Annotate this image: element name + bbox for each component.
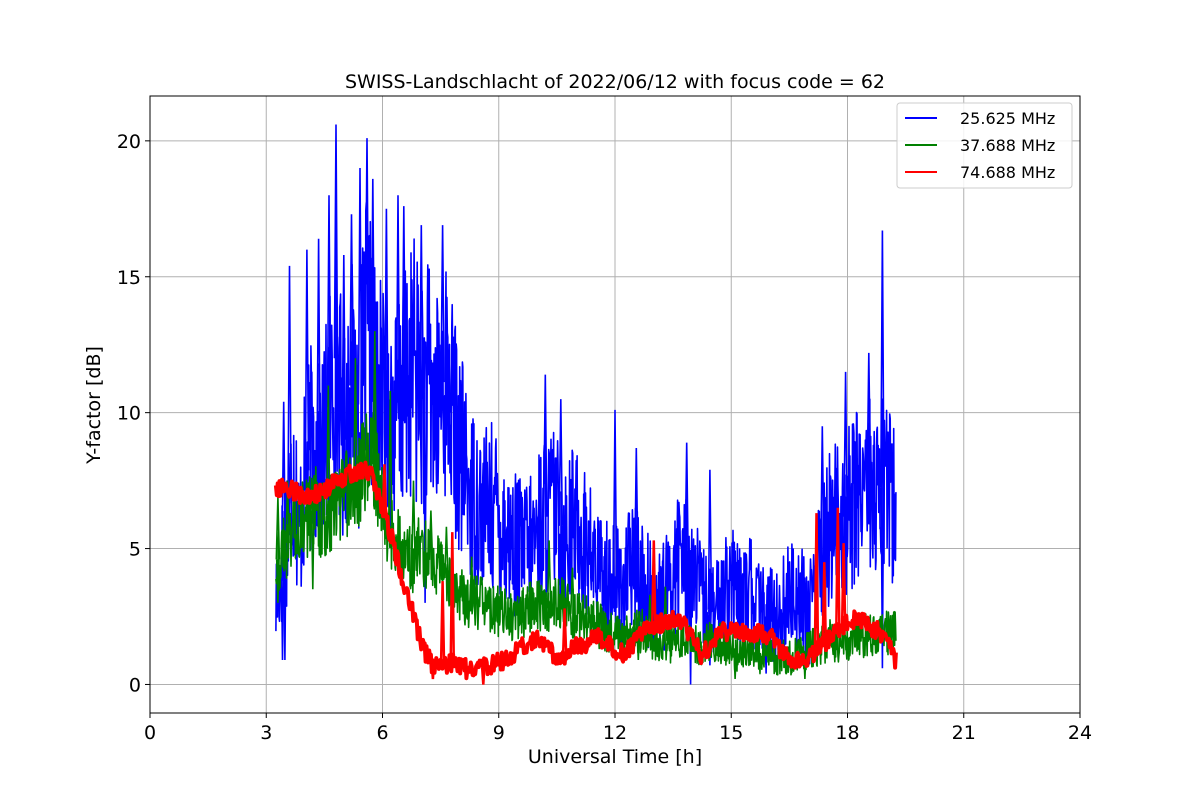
x-tick-label: 24 — [1068, 722, 1092, 744]
series-peak — [558, 399, 564, 526]
series-group — [273, 124, 898, 685]
series-peak — [866, 352, 872, 474]
series-peak — [418, 225, 424, 400]
series-dip — [275, 559, 280, 603]
series-peak — [372, 331, 378, 465]
series-peak — [285, 480, 290, 544]
series-peak — [707, 469, 713, 610]
series-peak — [428, 510, 434, 560]
series-peak — [353, 358, 358, 489]
series-peak — [444, 526, 449, 579]
y-tick-label: 20 — [117, 131, 141, 153]
legend-label-25-625: 25.625 MHz — [960, 109, 1055, 128]
series-peak — [281, 401, 286, 549]
series-peak — [333, 124, 339, 359]
series-peak — [384, 208, 389, 413]
series-peak — [840, 543, 847, 626]
series-peak — [357, 167, 363, 405]
x-tick-label: 9 — [493, 722, 505, 744]
series-peak — [561, 608, 568, 656]
series-peak — [349, 214, 354, 386]
series-peak — [401, 206, 407, 393]
y-tick-label: 5 — [129, 539, 141, 561]
x-tick-label: 12 — [603, 722, 627, 744]
series-dip — [280, 556, 285, 661]
x-tick-label: 3 — [260, 722, 272, 744]
series-peak — [820, 426, 825, 556]
y-tick-label: 15 — [117, 267, 141, 289]
series-peak — [387, 390, 393, 530]
series-dip — [430, 663, 436, 680]
series-peak — [546, 540, 552, 609]
y-axis-title: Y-factor [dB] — [83, 346, 105, 465]
series-peak — [316, 238, 321, 461]
series-line-25-625- — [275, 202, 897, 665]
series-peak — [843, 371, 848, 517]
series-peak — [439, 581, 446, 668]
x-tick-label: 18 — [835, 722, 859, 744]
series-peak — [381, 464, 388, 515]
series-peak — [570, 567, 575, 614]
x-axis: 0 3 6 9 12 15 18 21 24 — [144, 713, 1092, 744]
x-tick-label: 0 — [144, 722, 156, 744]
series-peak — [304, 249, 310, 471]
x-tick-label: 6 — [376, 722, 388, 744]
series-peak — [469, 556, 474, 603]
series-peak — [370, 178, 376, 372]
series-peak — [612, 409, 618, 581]
series-dip — [733, 651, 738, 680]
legend-label-74-688: 74.688 MHz — [960, 163, 1055, 182]
series-dip — [794, 659, 800, 669]
legend: 25.625 MHz 37.688 MHz 74.688 MHz — [896, 102, 1073, 189]
series-dip — [688, 571, 693, 685]
series-dip — [480, 667, 486, 685]
series-peak — [880, 230, 885, 488]
x-tick-label: 15 — [719, 722, 743, 744]
series-peak — [395, 195, 401, 413]
series-peak — [542, 374, 548, 517]
series-peak — [684, 442, 689, 563]
x-tick-label: 21 — [952, 722, 976, 744]
legend-box — [896, 102, 1073, 189]
series-peak — [634, 447, 639, 567]
series-peak — [835, 507, 841, 631]
series-peak — [440, 225, 445, 383]
series-line-74-688- — [273, 460, 898, 681]
series-dip — [310, 510, 315, 590]
series-peak — [813, 513, 820, 651]
series-peak — [341, 254, 347, 440]
x-axis-title: Universal Time [h] — [528, 746, 702, 768]
series-peak — [449, 341, 455, 413]
series-dip — [880, 487, 885, 669]
grid — [150, 96, 1080, 713]
series-peak — [325, 385, 331, 516]
series-peak — [364, 138, 370, 332]
series-peak — [650, 540, 657, 628]
y-tick-label: 10 — [117, 403, 141, 425]
series-dip — [423, 392, 428, 603]
series-peak — [326, 195, 332, 408]
chart-title: SWISS-Landschlacht of 2022/06/12 with fo… — [345, 71, 885, 93]
series-peak — [287, 265, 292, 504]
y-tick-label: 0 — [129, 674, 141, 696]
series-peak — [411, 480, 416, 560]
series-peak — [449, 532, 456, 664]
y-axis: 0 5 10 15 20 — [117, 131, 150, 696]
series-peak — [821, 562, 828, 643]
series-dip — [282, 540, 287, 661]
legend-label-37-688: 37.688 MHz — [960, 136, 1055, 155]
